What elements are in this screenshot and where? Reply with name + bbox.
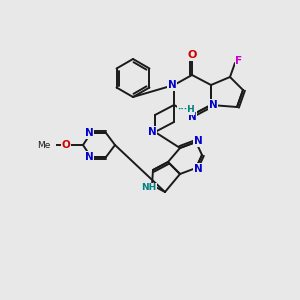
Text: N: N xyxy=(194,164,202,174)
Text: ···H: ···H xyxy=(177,106,195,115)
Text: N: N xyxy=(194,136,202,146)
Text: N: N xyxy=(85,128,93,138)
Text: N: N xyxy=(208,100,217,110)
Text: methoxy: methoxy xyxy=(52,144,58,145)
Text: F: F xyxy=(236,56,243,66)
Text: O: O xyxy=(61,140,70,150)
Text: N: N xyxy=(168,80,176,90)
Text: NH: NH xyxy=(141,184,157,193)
Text: Me: Me xyxy=(37,140,51,149)
Text: O: O xyxy=(187,50,197,60)
Text: N: N xyxy=(85,152,93,162)
Text: N: N xyxy=(188,112,196,122)
Text: N: N xyxy=(148,127,156,137)
